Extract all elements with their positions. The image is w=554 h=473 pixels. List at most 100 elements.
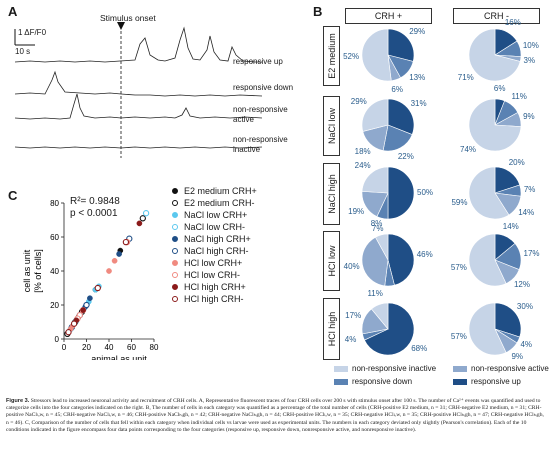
pie-percent-label: 57% xyxy=(450,263,467,273)
legend-marker xyxy=(172,224,178,230)
p-value-label: p < 0.0001 xyxy=(70,208,118,219)
pie-percent-label: 20% xyxy=(508,158,525,168)
scatter-point xyxy=(142,210,150,217)
legend-label-active: non-responsive active xyxy=(471,364,549,373)
legend-label: E2 medium CRH+ xyxy=(184,186,257,196)
legend-marker xyxy=(172,200,178,206)
x-tick-label: 20 xyxy=(82,343,91,352)
pie-slice-up xyxy=(494,302,522,338)
scatter-point xyxy=(70,320,78,327)
legend-swatch-down xyxy=(334,379,348,385)
panel-b-label: B xyxy=(313,4,323,19)
legend-swatch-inactive xyxy=(334,366,348,372)
pie-percent-label: 13% xyxy=(409,72,426,82)
scale-time-label: 10 s xyxy=(15,47,31,56)
pie-percent-label: 29% xyxy=(350,97,367,107)
panel-a-traces xyxy=(14,22,263,158)
panel-a-label: A xyxy=(8,4,18,19)
pie-slice-inactive xyxy=(361,166,389,194)
trace-label-responsive-down: responsive down xyxy=(233,83,294,92)
pie-percent-label: 24% xyxy=(354,161,371,171)
row-header-hcl-low: HCl low xyxy=(323,231,340,291)
scatter-point xyxy=(106,268,112,274)
column-header-crh-pos: CRH + xyxy=(345,8,432,24)
x-tick-label: 80 xyxy=(150,343,159,352)
pie-percent-label: 17% xyxy=(523,249,540,259)
pie-slice-inactive xyxy=(361,28,392,82)
pie-slice-inactive xyxy=(361,98,389,132)
pie-percent-label: 3% xyxy=(523,55,536,65)
legend-swatch-up xyxy=(453,379,467,385)
pie-percent-label: 12% xyxy=(513,280,530,290)
pie-slice-up xyxy=(387,28,415,62)
pie-slice-inactive xyxy=(468,166,510,220)
pie-grid xyxy=(361,28,522,356)
legend-marker xyxy=(172,260,178,266)
legend-label: HCl low CRH+ xyxy=(184,258,243,268)
pie-slice-active xyxy=(361,236,389,287)
pie-percent-label: 9% xyxy=(523,111,535,121)
pie-percent-label: 52% xyxy=(343,52,360,62)
y-tick-label: 40 xyxy=(50,267,59,276)
pie-percent-label: 14% xyxy=(502,221,519,231)
pie-percent-label: 74% xyxy=(460,145,477,155)
pie-slice-up xyxy=(387,98,415,135)
legend-marker xyxy=(172,188,178,194)
pie-percent-label: 31% xyxy=(410,99,427,109)
stimulus-onset-label: Stimulus onset xyxy=(100,13,156,23)
row-header-nacl-low: NaCl low xyxy=(323,96,340,156)
scatter-point xyxy=(80,307,86,313)
trace-label-non-responsive-active: non-responsive active xyxy=(233,105,288,124)
pie-percent-label: 22% xyxy=(397,152,414,162)
caption-label: Figure 3. xyxy=(6,398,30,404)
legend-label: HCl low CRH- xyxy=(184,270,240,280)
pie-slice-up xyxy=(387,166,415,220)
y-tick-label: 80 xyxy=(50,199,59,208)
pie-percent-label: 29% xyxy=(409,27,426,37)
pie-percent-label: 46% xyxy=(416,250,433,260)
legend-label-up: responsive up xyxy=(471,377,521,386)
x-tick-label: 40 xyxy=(105,343,114,352)
legend-marker xyxy=(172,236,178,242)
scatter-point xyxy=(116,251,122,257)
pie-slice-up xyxy=(364,302,415,356)
legend-marker xyxy=(172,296,178,302)
pie-percent-label: 10% xyxy=(522,40,539,50)
legend-label: HCl high CRH- xyxy=(184,294,244,304)
legend-label: NaCl low CRH- xyxy=(184,222,246,232)
pie-percent-label: 57% xyxy=(450,332,467,342)
panel-c-label: C xyxy=(8,188,18,203)
scatter-point xyxy=(65,329,72,336)
column-header-crh-neg: CRH - xyxy=(453,8,540,24)
legend-swatch-active xyxy=(453,366,467,372)
pie-percent-label: 68% xyxy=(411,343,428,353)
pie-percent-label: 59% xyxy=(451,198,468,208)
row-header-nacl-high: NaCl high xyxy=(323,163,340,225)
pie-slice-up xyxy=(387,233,415,286)
legend-marker xyxy=(172,248,178,254)
legend-label: HCl high CRH+ xyxy=(184,282,246,292)
pie-percent-label: 7% xyxy=(523,184,536,194)
pie-percent-label: 4% xyxy=(520,339,533,349)
pie-slice-inactive xyxy=(371,302,389,330)
y-axis-title-units: [% of cells] xyxy=(33,249,43,293)
pie-slice-inactive xyxy=(468,302,507,356)
legend-label: NaCl high CRH- xyxy=(184,246,249,256)
pie-percent-label: 17% xyxy=(345,311,362,321)
caption-text: Stressors lead to increased neuronal act… xyxy=(6,398,544,433)
scatter-point xyxy=(83,301,90,309)
scatter-point xyxy=(87,295,93,302)
pie-percent-label: 50% xyxy=(417,188,434,197)
pie-slice-inactive xyxy=(468,233,507,287)
pie-percent-label: 6% xyxy=(493,83,506,93)
x-tick-label: 60 xyxy=(127,343,136,352)
pie-slice-inactive xyxy=(375,233,389,261)
legend-marker xyxy=(172,272,178,278)
pie-percent-label: 71% xyxy=(457,72,474,82)
legend-label: NaCl high CRH+ xyxy=(184,234,251,244)
pie-percent-label: 19% xyxy=(348,206,365,216)
row-header-hcl-high: HCl high xyxy=(323,298,340,360)
x-tick-label: 0 xyxy=(62,343,67,352)
pie-percent-label: 11% xyxy=(367,289,383,299)
